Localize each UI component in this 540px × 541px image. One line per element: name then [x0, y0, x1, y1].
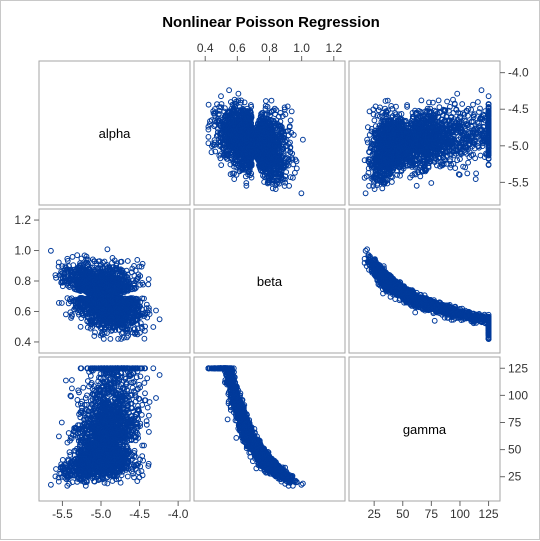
left-beta-tick-label: 0.8: [14, 274, 31, 288]
right-alpha-tick-label: -5.0: [508, 139, 529, 153]
bottom-gamma-tick-label: 25: [367, 507, 381, 521]
left-beta-tick-label: 1.0: [14, 244, 31, 258]
bottom-alpha-tick-label: -4.5: [129, 507, 150, 521]
bottom-alpha-tick-label: -4.0: [168, 507, 189, 521]
right-alpha-tick-label: -5.5: [508, 175, 529, 189]
left-beta-tick-label: 0.4: [14, 335, 31, 349]
bottom-gamma-tick-label: 125: [479, 507, 499, 521]
right-alpha-tick-label: -4.5: [508, 102, 529, 116]
top-beta-tick-label: 0.8: [261, 41, 278, 55]
diag-label-beta: beta: [257, 274, 283, 289]
right-gamma-tick-label: 100: [508, 388, 528, 402]
bottom-alpha-tick-label: -5.5: [52, 507, 73, 521]
top-beta-tick-label: 1.0: [293, 41, 310, 55]
top-beta-tick-label: 0.4: [197, 41, 214, 55]
right-gamma-tick-label: 75: [508, 415, 522, 429]
left-beta-tick-label: 0.6: [14, 304, 31, 318]
bottom-gamma-tick-label: 100: [450, 507, 470, 521]
chart-title: Nonlinear Poisson Regression: [162, 14, 380, 31]
right-gamma-tick-label: 125: [508, 361, 528, 375]
bottom-gamma-tick-label: 75: [425, 507, 439, 521]
diag-label-alpha: alpha: [99, 126, 132, 141]
cell-gamma-beta: [194, 357, 345, 501]
right-alpha-tick-label: -4.0: [508, 66, 529, 80]
cell-beta-gamma: [349, 209, 500, 353]
bottom-alpha-tick-label: -5.0: [91, 507, 112, 521]
right-gamma-tick-label: 50: [508, 443, 522, 457]
top-beta-tick-label: 0.6: [229, 41, 246, 55]
right-gamma-tick-label: 25: [508, 470, 522, 484]
diag-label-gamma: gamma: [403, 422, 447, 437]
left-beta-tick-label: 1.2: [14, 213, 31, 227]
bottom-gamma-tick-label: 50: [396, 507, 410, 521]
top-beta-tick-label: 1.2: [325, 41, 342, 55]
